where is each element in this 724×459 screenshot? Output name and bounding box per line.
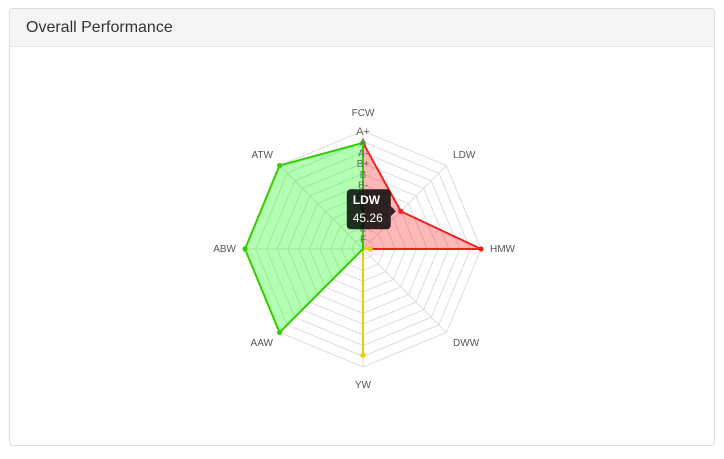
grid-spoke <box>362 165 447 250</box>
data-point <box>276 329 283 336</box>
scale-label: F <box>360 234 366 245</box>
tooltip-category: LDW <box>353 193 381 207</box>
grid-spoke <box>279 165 364 250</box>
scale-label: A- <box>358 148 368 159</box>
data-point <box>478 246 484 252</box>
radar-chart-area: FEDCC+B-BB+A-AA+ FCWLDWHMWDWWYWAAWABWATW… <box>10 47 714 445</box>
tooltip-value: 45.26 <box>353 211 383 225</box>
data-point <box>367 246 373 252</box>
axis-label-yw: YW <box>355 380 372 391</box>
axis-label-aaw: AAW <box>251 338 274 349</box>
axis-label-dww: DWW <box>453 338 480 349</box>
axis-label-abw: ABW <box>213 244 236 255</box>
axis-label-ldw: LDW <box>453 150 476 161</box>
radar-axis-labels: FCW LDW HMW DWW YW AAW ABW ATW <box>213 108 515 391</box>
data-point <box>242 246 248 252</box>
performance-panel: Overall Performance FEDCC+B-BB+A-AA+ FCW… <box>9 8 715 446</box>
grid-spoke <box>362 248 447 333</box>
axis-label-hmw: HMW <box>490 244 516 255</box>
axis-label-atw: ATW <box>251 150 273 161</box>
data-point <box>360 352 366 358</box>
radar-chart: FEDCC+B-BB+A-AA+ FCWLDWHMWDWWYWAAWABWATW… <box>213 108 515 391</box>
tooltip-box <box>346 189 391 230</box>
series-area-2 <box>244 141 364 334</box>
data-point <box>276 162 283 169</box>
scale-label: B <box>360 170 367 181</box>
data-point <box>398 208 404 214</box>
scale-label: B- <box>358 181 368 192</box>
scale-label: B+ <box>357 159 370 170</box>
data-point <box>360 140 366 146</box>
tooltip-caret <box>390 206 396 217</box>
axis-label-fcw: FCW <box>352 108 375 119</box>
scale-label: A+ <box>356 126 370 138</box>
panel-title: Overall Performance <box>10 9 714 47</box>
scale-label: A <box>360 138 367 149</box>
chart-tooltip: LDW 45.26 <box>346 189 396 230</box>
